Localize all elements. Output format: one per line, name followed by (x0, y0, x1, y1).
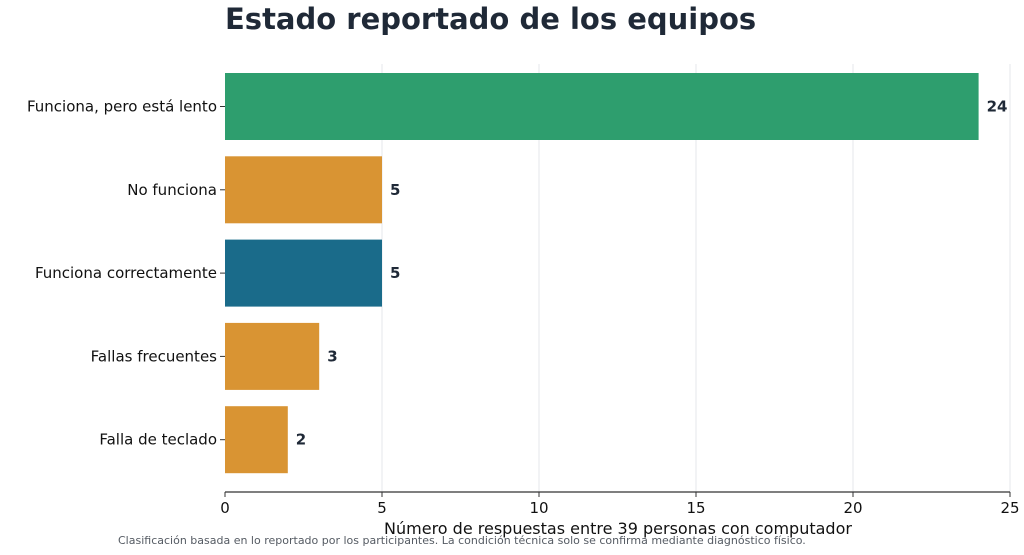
value-label: 5 (390, 264, 400, 282)
footnote: Clasificación basada en lo reportado por… (118, 534, 806, 547)
value-label: 5 (390, 181, 400, 199)
category-label: Fallas frecuentes (91, 347, 217, 365)
x-tick-label: 0 (220, 499, 230, 517)
bar (225, 406, 288, 474)
x-tick-label: 20 (843, 499, 862, 517)
axes: Funciona, pero está lento No funciona Func… (27, 98, 1020, 518)
value-label: 3 (327, 347, 337, 365)
category-label: No funciona (127, 181, 217, 199)
x-tick-label: 15 (686, 499, 705, 517)
x-axis-title: Número de respuestas entre 39 personas c… (384, 519, 852, 538)
category-label: Falla de teclado (99, 431, 217, 449)
category-label: Funciona correctamente (35, 264, 217, 282)
category-label: Funciona, pero está lento (27, 98, 217, 116)
bar (225, 322, 320, 390)
chart-title: Estado reportado de los equipos (225, 2, 757, 36)
value-label: 2 (296, 431, 306, 449)
bar (225, 156, 382, 224)
bar (225, 73, 979, 140)
x-tick-label: 5 (377, 499, 387, 517)
x-tick-label: 10 (529, 499, 548, 517)
bar (225, 239, 382, 307)
value-label: 24 (987, 98, 1008, 116)
bars: 24 5 5 3 2 (225, 73, 1008, 474)
x-tick-label: 25 (1000, 499, 1019, 517)
